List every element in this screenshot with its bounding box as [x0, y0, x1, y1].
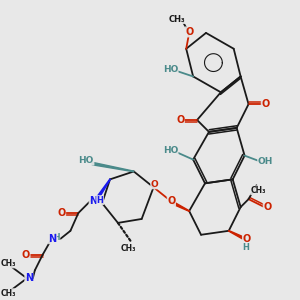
Text: H: H: [97, 196, 104, 205]
Text: H: H: [242, 243, 249, 252]
Text: CH₃: CH₃: [0, 289, 16, 298]
Polygon shape: [97, 179, 110, 198]
Text: H: H: [53, 233, 60, 242]
Text: CH₃: CH₃: [251, 186, 266, 195]
Text: OH: OH: [258, 157, 273, 166]
Text: O: O: [22, 250, 30, 260]
Text: O: O: [261, 99, 269, 109]
Text: O: O: [185, 27, 193, 37]
Polygon shape: [229, 230, 245, 240]
Text: O: O: [263, 202, 272, 212]
Text: O: O: [167, 196, 176, 206]
Text: CH₃: CH₃: [169, 15, 186, 24]
Polygon shape: [92, 162, 134, 172]
Text: HO: HO: [163, 146, 178, 155]
Polygon shape: [173, 202, 189, 211]
Text: CH₃: CH₃: [121, 244, 136, 253]
Text: HO: HO: [163, 65, 178, 74]
Text: N: N: [25, 273, 33, 283]
Text: O: O: [57, 208, 66, 218]
Text: CH₃: CH₃: [0, 259, 16, 268]
Text: O: O: [151, 180, 158, 189]
Text: O: O: [242, 234, 251, 244]
Text: O: O: [176, 115, 184, 125]
Text: N: N: [89, 196, 97, 206]
Text: N: N: [49, 234, 57, 244]
Text: HO: HO: [79, 156, 94, 165]
